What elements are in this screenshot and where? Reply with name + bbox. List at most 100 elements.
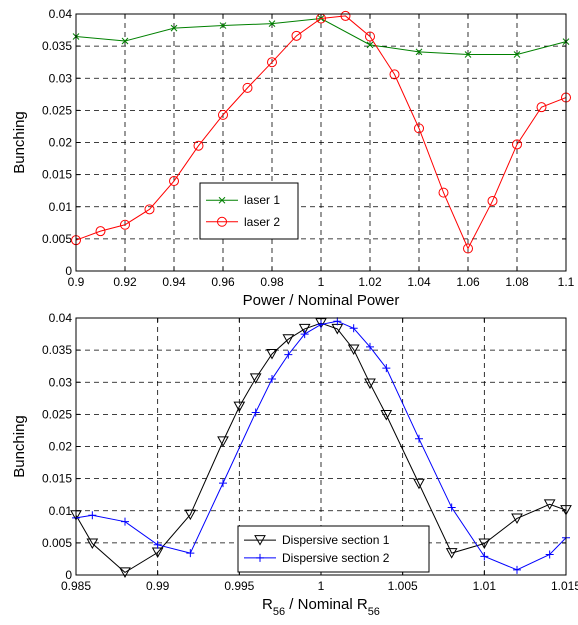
legend-box	[199, 182, 299, 240]
data-point	[413, 478, 425, 490]
y-tick-label: 0.035	[42, 39, 72, 53]
data-point	[543, 499, 556, 510]
data-point	[268, 20, 276, 27]
data-point	[300, 330, 309, 339]
y-tick-label: 0.02	[49, 136, 73, 150]
chart-r56: 0.985 0.99 0.995 1 1.005 1.01 1.015 0 0.005 0.01 0…	[11, 311, 578, 618]
data-point	[169, 176, 179, 187]
data-point	[249, 373, 262, 384]
data-point	[340, 10, 351, 21]
y-tick-label: 0.025	[42, 407, 72, 421]
legend-swatch-marker	[256, 553, 264, 562]
x-axis-label: Power / Nominal Power	[243, 292, 400, 309]
data-point	[365, 31, 375, 42]
y-tick-label: 0.01	[49, 200, 73, 214]
data-point	[487, 195, 498, 206]
data-point	[545, 550, 554, 559]
data-point	[438, 187, 449, 198]
y-tick-label: 0.04	[49, 311, 73, 325]
x-tick-label: 1.015	[551, 579, 578, 593]
y-tick-label: 0.02	[49, 440, 73, 454]
y-tick-label: 0.025	[42, 103, 72, 117]
ticks: 0.9 0.92 0.94 0.96 0.98 1 1.02 1.04 1.06 1.08 1.1 0…	[42, 7, 575, 289]
data-point	[217, 436, 229, 447]
data-point	[445, 548, 458, 559]
data-point	[511, 513, 523, 524]
data-point	[447, 503, 456, 512]
data-point	[349, 324, 358, 333]
data-point	[119, 567, 131, 578]
data-point	[219, 22, 227, 29]
legend: Dispersive section 1 Dispersive section 2	[237, 525, 430, 573]
data-point	[315, 318, 327, 329]
y-tick-label: 0.005	[42, 232, 72, 246]
data-point	[380, 410, 393, 421]
data-point	[267, 57, 277, 68]
data-point	[389, 69, 400, 80]
x-tick-label: 1.08	[505, 275, 529, 289]
y-tick-label: 0.03	[49, 71, 73, 85]
data-point	[219, 479, 227, 488]
legend-label: Dispersive section 2	[282, 551, 390, 565]
x-tick-label: 0.94	[162, 275, 186, 289]
x-tick-label: 1.1	[558, 275, 575, 289]
data-point	[513, 51, 521, 58]
data-point	[284, 350, 293, 359]
legend-swatch-marker	[218, 196, 226, 204]
x-tick-label: 1.01	[473, 579, 497, 593]
data-point	[121, 517, 129, 526]
y-axis-label: Bunching	[11, 111, 28, 174]
x-tick-label: 0.98	[260, 275, 284, 289]
data-point	[463, 243, 473, 254]
data-point	[251, 408, 260, 417]
data-point	[193, 140, 204, 151]
series-line	[75, 322, 567, 574]
data-point	[382, 364, 391, 373]
data-point	[513, 565, 521, 574]
x-tick-label: 1.06	[456, 275, 480, 289]
data-point	[364, 378, 376, 390]
data-point	[153, 540, 162, 549]
data-point	[415, 48, 423, 56]
data-point	[347, 344, 360, 356]
legend-swatch-marker	[254, 535, 266, 546]
data-point	[464, 51, 472, 58]
chart-power: 0.9 0.92 0.94 0.96 0.98 1 1.02 1.04 1.06 1.08 1.1 0…	[11, 7, 575, 309]
x-tick-label: 0.9	[68, 275, 85, 289]
legend-label: Dispersive section 1	[282, 533, 390, 547]
data-point	[415, 434, 423, 443]
data-point	[242, 82, 253, 93]
data-point	[536, 102, 547, 113]
grid	[76, 318, 566, 575]
data-point	[266, 348, 278, 360]
data-point	[366, 342, 374, 351]
data-point	[86, 538, 99, 550]
data-point	[291, 30, 302, 41]
data-point	[233, 401, 246, 413]
y-tick-label: 0.035	[42, 343, 72, 357]
legend: laser 1 laser 2	[199, 182, 299, 240]
series-line	[75, 15, 567, 250]
data-point	[298, 323, 311, 335]
y-tick-label: 0.04	[49, 7, 73, 21]
data-point	[282, 334, 295, 345]
data-point	[366, 41, 374, 49]
x-tick-label: 1.04	[407, 275, 431, 289]
axes-box	[75, 13, 567, 272]
data-point	[333, 317, 342, 326]
data-point	[317, 320, 325, 329]
y-tick-label: 0.005	[42, 536, 72, 550]
series-2	[72, 317, 570, 574]
x-tick-label: 1	[318, 275, 325, 289]
data-point	[478, 538, 491, 550]
grid	[76, 14, 566, 271]
data-point	[88, 511, 97, 520]
y-axis-label: Bunching	[11, 415, 28, 478]
legend-label: laser 2	[244, 215, 280, 229]
data-point	[218, 109, 228, 120]
legend-swatch-marker	[217, 216, 227, 227]
data-point	[414, 123, 424, 134]
data-point	[170, 24, 178, 32]
x-tick-label: 1.02	[358, 275, 382, 289]
